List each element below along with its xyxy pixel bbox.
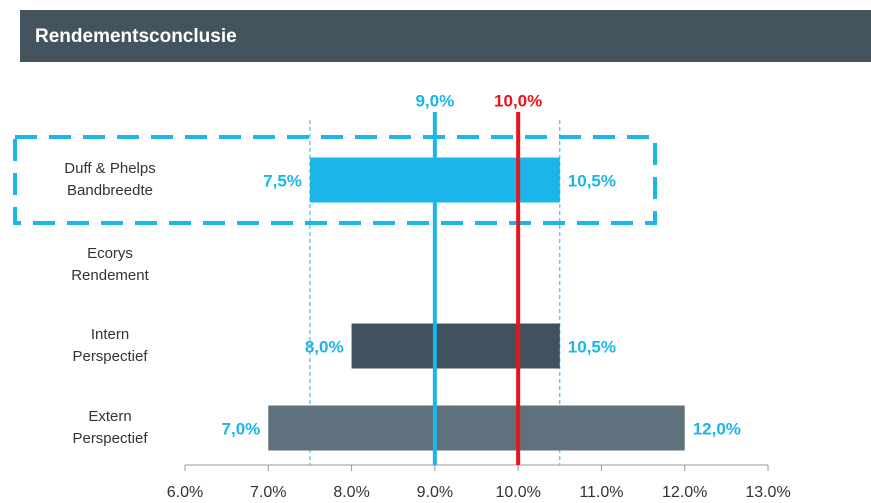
reference-label: 10,0%	[494, 91, 542, 110]
category-label: Bandbreedte	[67, 182, 153, 199]
highlight-box	[13, 135, 657, 225]
x-tick-label: 11.0%	[579, 484, 623, 501]
category-label: Perspectief	[72, 430, 148, 447]
reference-label: 9,0%	[415, 91, 454, 110]
x-tick-label: 7.0%	[250, 484, 286, 501]
value-label: 8,0%	[305, 337, 344, 356]
category-label: Extern	[88, 408, 131, 425]
x-tick-label: 8.0%	[333, 484, 369, 501]
x-tick-label: 9.0%	[417, 484, 453, 501]
category-label: Perspectief	[72, 348, 148, 365]
value-label: 10,5%	[568, 171, 616, 190]
value-label: 7,0%	[222, 419, 261, 438]
x-tick-label: 12.0%	[662, 484, 707, 501]
value-label: 7,5%	[263, 171, 302, 190]
category-label: Intern	[91, 326, 129, 343]
x-tick-label: 13.0%	[745, 484, 790, 501]
bar	[268, 405, 685, 451]
x-tick-label: 6.0%	[167, 484, 203, 501]
header-bar	[20, 10, 871, 62]
chart-title: Rendementsconclusie	[35, 26, 237, 47]
category-label: Rendement	[71, 267, 149, 284]
value-label: 10,5%	[568, 337, 616, 356]
x-tick-label: 10.0%	[495, 484, 540, 501]
value-label: 12,0%	[693, 419, 741, 438]
category-label: Duff & Phelps	[64, 160, 155, 177]
category-label: Ecorys	[87, 245, 133, 262]
bar	[351, 323, 560, 369]
